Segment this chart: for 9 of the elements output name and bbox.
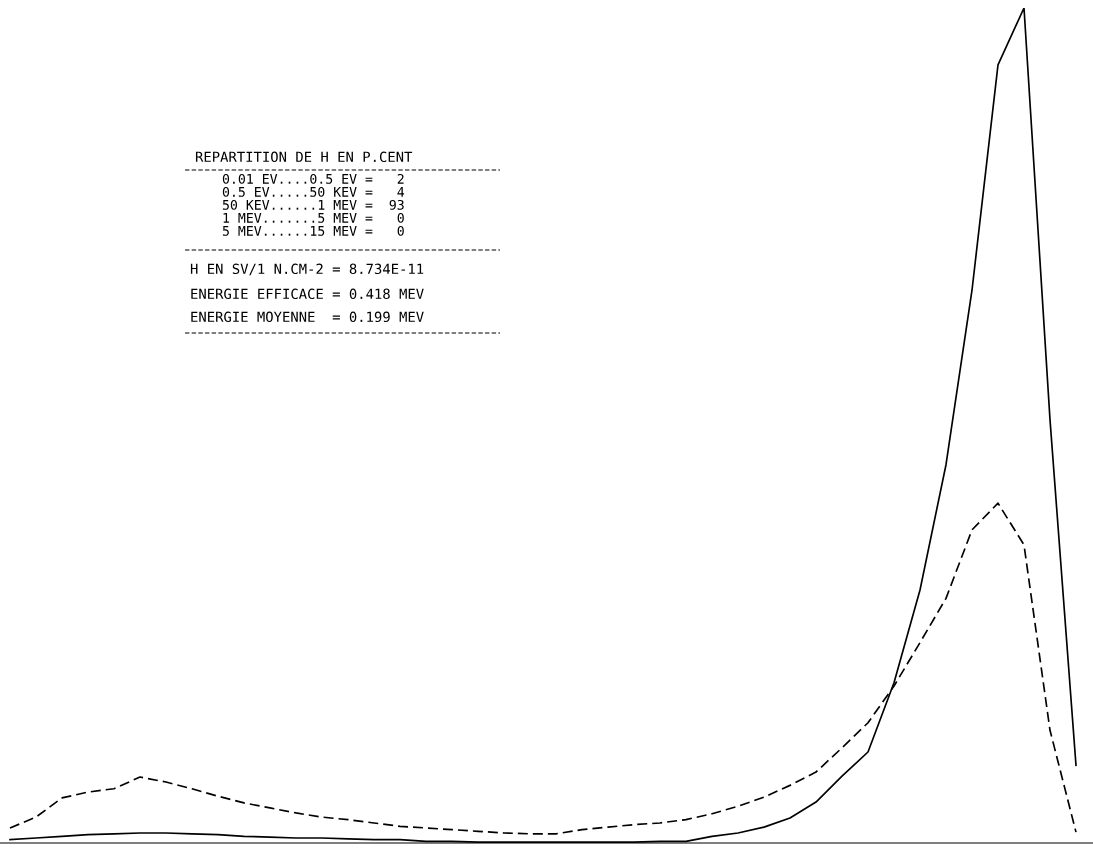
annotation: 0.5 EV.....50 KEV = 4 <box>222 186 405 197</box>
text: REPARTITION DE H EN P.CENT <box>195 151 413 163</box>
annotation: H EN SV/1 N.CM-2 = 8.734E-11 <box>190 263 424 276</box>
annotation: 5 MEV......15 MEV = 0 <box>222 225 404 236</box>
annotation: 0.01 EV....0.5 EV = 2 <box>222 173 404 184</box>
annotation: ENERGIE MOYENNE = 0.199 MEV <box>191 311 424 323</box>
annotation: 50 KEV......1 MEV = 93 <box>222 199 404 210</box>
annotation: ENERGIE EFFICACE = 0.418 MEV <box>191 288 424 300</box>
annotation: 1 MEV.......5 MEV = 0 <box>223 212 404 223</box>
